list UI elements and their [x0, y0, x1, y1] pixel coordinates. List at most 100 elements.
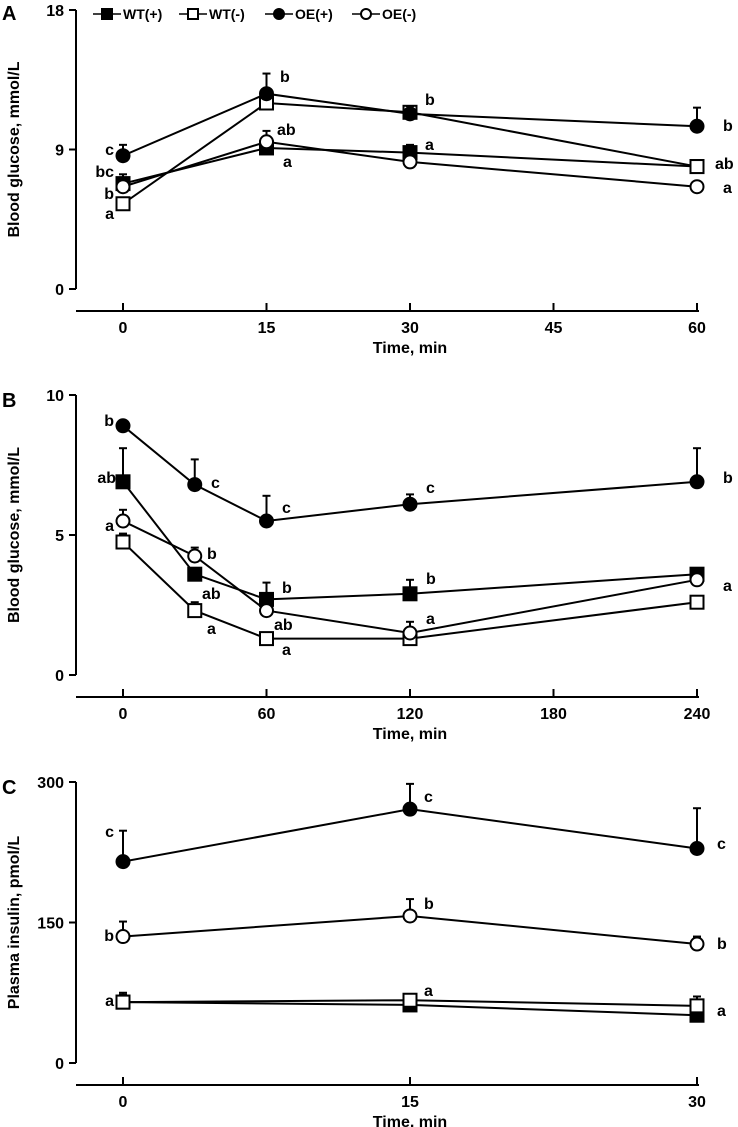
circle-marker-open	[115, 929, 131, 945]
significance-label: ab	[202, 586, 221, 603]
square-marker-filled	[115, 474, 131, 490]
legend-item: OE(+)	[265, 6, 333, 22]
x-tick-label: 30	[688, 1094, 706, 1111]
series-WT(+)	[115, 447, 705, 607]
series-OE(+)	[115, 72, 705, 164]
y-tick-label: 5	[55, 528, 64, 545]
y-tick-label: 0	[55, 282, 64, 299]
square-marker-open	[115, 534, 131, 550]
x-tick-label: 240	[684, 706, 711, 723]
square-marker-filled	[101, 8, 113, 20]
significance-label: c	[282, 500, 291, 517]
significance-label: a	[717, 1003, 726, 1020]
x-tick-label: 60	[688, 320, 706, 337]
significance-label: c	[105, 142, 114, 159]
y-tick-label: 150	[37, 916, 64, 933]
x-tick-label: 60	[258, 706, 276, 723]
square-marker-open	[402, 992, 418, 1008]
x-tick-label: 15	[258, 320, 276, 337]
significance-label: b	[723, 470, 733, 487]
legend-item: OE(-)	[352, 6, 416, 22]
square-marker-open	[259, 631, 274, 647]
y-tick-label: 18	[46, 3, 64, 20]
x-tick-label: 120	[397, 706, 424, 723]
x-axis-label: Time, min	[373, 1114, 447, 1127]
legend-label: WT(+)	[123, 6, 162, 22]
significance-label: b	[425, 92, 435, 109]
significance-label: a	[282, 642, 291, 659]
series-line	[122, 146, 698, 185]
x-tick-label: 0	[119, 706, 128, 723]
x-tick-label: 0	[119, 320, 128, 337]
significance-label: a	[723, 180, 732, 197]
panel-letter: A	[2, 3, 16, 25]
significance-label: ab	[97, 470, 116, 487]
y-tick-label: 0	[55, 1056, 64, 1073]
significance-label: b	[723, 118, 733, 135]
y-tick-label: 9	[55, 143, 64, 160]
circle-marker-filled	[402, 496, 418, 512]
significance-label: c	[426, 480, 435, 497]
square-marker-filled	[187, 566, 203, 582]
circle-marker-filled	[273, 8, 285, 20]
legend-label: OE(+)	[295, 6, 333, 22]
x-tick-label: 180	[540, 706, 567, 723]
square-marker-open	[689, 594, 705, 610]
circle-marker-filled	[115, 854, 131, 870]
significance-labels: bc a a ab a c b b b b ab a	[95, 69, 734, 223]
significance-label: c	[105, 824, 114, 841]
significance-label: b	[424, 896, 434, 913]
legend: WT(+) WT(-) OE(+) OE(-)	[93, 6, 416, 22]
significance-label: b	[207, 546, 217, 563]
y-tick-label: 0	[55, 668, 64, 685]
x-tick-label: 30	[401, 320, 419, 337]
square-marker-open	[689, 159, 705, 175]
circle-marker-filled	[259, 86, 274, 102]
series-WT(-)	[115, 992, 705, 1014]
series-OE(-)	[115, 898, 705, 952]
legend-item: WT(+)	[93, 6, 162, 22]
series-WT(-)	[115, 532, 705, 647]
circle-marker-filled	[402, 106, 418, 122]
significance-label: a	[207, 621, 216, 638]
circle-marker-filled	[402, 801, 418, 817]
significance-label: a	[105, 206, 114, 223]
circle-marker-open	[115, 179, 131, 195]
x-tick-label: 45	[545, 320, 563, 337]
circle-marker-open	[689, 936, 705, 952]
y-tick-label: 10	[46, 388, 64, 405]
y-axis-label: Blood glucose, mmol/L	[6, 61, 23, 237]
panel-A: A 0 9 18 Blood glucose, mmol/L 0 15 30 45 60 Time,…	[2, 3, 734, 357]
series-line	[122, 101, 698, 205]
significance-label: a	[283, 154, 292, 171]
circle-marker-open	[360, 8, 372, 20]
panel-C: C 0 150 300 Plasma insulin, pmol/L 0 15 30 Time,…	[2, 775, 727, 1127]
circle-marker-open	[689, 572, 705, 588]
panel-B: B 0 5 10 Blood glucose, mmol/L 0 60 120 180 240 Ti…	[2, 388, 733, 743]
legend-label: WT(-)	[209, 6, 245, 22]
circle-marker-open	[259, 603, 274, 619]
x-tick-label: 0	[119, 1094, 128, 1111]
square-marker-open	[187, 603, 203, 619]
significance-labels: a a a c c c b b b	[104, 789, 727, 1020]
series-OE(+)	[115, 782, 705, 870]
square-marker-filled	[402, 586, 418, 602]
circle-marker-open	[187, 548, 203, 564]
x-axis-label: Time, min	[373, 726, 447, 743]
x-tick-label: 15	[401, 1094, 419, 1111]
circle-marker-open	[402, 625, 418, 641]
series-line	[122, 92, 698, 157]
significance-label: a	[426, 611, 435, 628]
circle-marker-open	[689, 179, 705, 195]
significance-label: a	[425, 137, 434, 154]
circle-marker-open	[402, 908, 418, 924]
y-tick-label: 300	[37, 775, 64, 792]
significance-label: b	[717, 936, 727, 953]
panel-letter: C	[2, 777, 16, 799]
square-marker-open	[115, 196, 131, 212]
circle-marker-filled	[115, 148, 131, 164]
circle-marker-filled	[689, 474, 705, 490]
significance-label: b	[104, 186, 114, 203]
